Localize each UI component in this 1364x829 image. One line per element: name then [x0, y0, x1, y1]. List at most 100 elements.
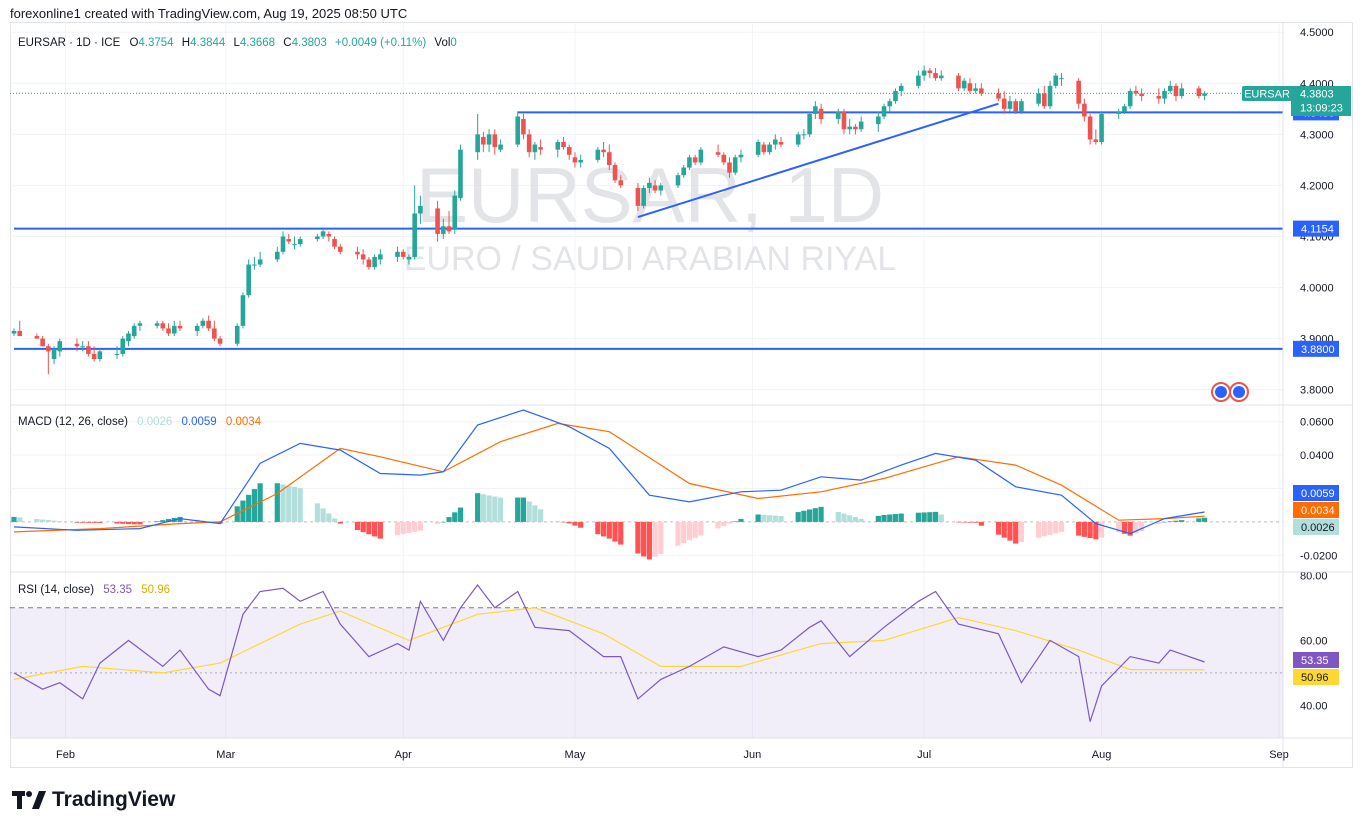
candle-body[interactable]: [246, 264, 251, 296]
candle-body[interactable]: [538, 147, 543, 150]
candle-body[interactable]: [755, 142, 761, 155]
macd-signal-line[interactable]: [13, 422, 1205, 533]
candle-body[interactable]: [481, 136, 486, 145]
candle-body[interactable]: [916, 75, 921, 86]
candle-body[interactable]: [1036, 93, 1041, 104]
candle-body[interactable]: [1047, 85, 1053, 107]
rsi-line[interactable]: [13, 584, 1205, 722]
candle-body[interactable]: [154, 323, 160, 326]
candle-body[interactable]: [1196, 88, 1202, 97]
candle-body[interactable]: [1053, 75, 1059, 86]
candle-body[interactable]: [34, 336, 40, 339]
candle-body[interactable]: [1116, 111, 1122, 114]
candle-body[interactable]: [275, 251, 280, 260]
candle-body[interactable]: [315, 236, 320, 240]
candle-body[interactable]: [778, 142, 784, 145]
event-icons[interactable]: [1211, 382, 1249, 402]
candle-body[interactable]: [1202, 93, 1207, 96]
candle-body[interactable]: [120, 338, 126, 354]
candle-body[interactable]: [234, 325, 240, 344]
candle-body[interactable]: [938, 75, 944, 79]
candle-body[interactable]: [240, 295, 246, 326]
candle-body[interactable]: [332, 239, 337, 247]
candle-body[interactable]: [612, 164, 618, 181]
candle-body[interactable]: [675, 175, 681, 186]
candle-body[interactable]: [57, 341, 63, 352]
candle-body[interactable]: [97, 351, 103, 360]
candle-body[interactable]: [126, 333, 131, 342]
tradingview-logo[interactable]: TradingView: [12, 788, 175, 812]
candle-body[interactable]: [1127, 90, 1133, 107]
candle-body[interactable]: [194, 325, 200, 331]
candle-body[interactable]: [400, 251, 406, 257]
candle-body[interactable]: [979, 88, 984, 94]
candle-body[interactable]: [458, 149, 463, 199]
candle-body[interactable]: [1093, 139, 1099, 143]
candle-body[interactable]: [658, 185, 664, 191]
candle-body[interactable]: [933, 73, 938, 79]
candle-body[interactable]: [515, 116, 521, 145]
candle-body[interactable]: [601, 149, 606, 153]
candle-body[interactable]: [91, 353, 97, 360]
candle-body[interactable]: [572, 157, 578, 163]
candle-body[interactable]: [286, 239, 292, 242]
candle-body[interactable]: [692, 157, 698, 163]
candle-body[interactable]: [813, 106, 818, 114]
candle-body[interactable]: [355, 251, 360, 255]
candle-body[interactable]: [475, 134, 480, 153]
macd-line[interactable]: [13, 409, 1205, 535]
candle-body[interactable]: [818, 108, 824, 120]
candle-body[interactable]: [893, 90, 898, 102]
candle-body[interactable]: [51, 348, 57, 360]
candle-body[interactable]: [160, 323, 166, 329]
candle-body[interactable]: [967, 83, 973, 91]
candle-body[interactable]: [898, 85, 904, 91]
candle-body[interactable]: [492, 134, 498, 148]
candle-body[interactable]: [166, 328, 171, 334]
candle-body[interactable]: [681, 167, 687, 176]
candle-body[interactable]: [1179, 88, 1184, 97]
candle-body[interactable]: [727, 162, 732, 173]
candle-body[interactable]: [927, 70, 933, 74]
candle-body[interactable]: [858, 121, 864, 130]
candle-body[interactable]: [1042, 93, 1047, 107]
candle-body[interactable]: [973, 88, 978, 91]
candle-body[interactable]: [841, 111, 847, 130]
candle-body[interactable]: [1019, 101, 1024, 112]
candle-body[interactable]: [1139, 93, 1144, 97]
candle-body[interactable]: [326, 233, 332, 237]
candle-body[interactable]: [80, 346, 85, 348]
candle-body[interactable]: [498, 144, 503, 150]
candle-body[interactable]: [881, 106, 887, 117]
rsi-ma-line[interactable]: [13, 607, 1205, 680]
candle-body[interactable]: [595, 149, 601, 160]
candle-body[interactable]: [212, 328, 217, 339]
candle-body[interactable]: [206, 320, 211, 329]
candle-body[interactable]: [578, 159, 583, 163]
candle-body[interactable]: [406, 256, 412, 260]
candle-body[interactable]: [521, 119, 526, 135]
candle-body[interactable]: [360, 254, 366, 260]
candle-body[interactable]: [11, 330, 17, 334]
rsi-legend[interactable]: RSI (14, close) 53.35 50.96: [18, 584, 170, 596]
candle-body[interactable]: [687, 157, 692, 168]
candle-body[interactable]: [1162, 90, 1167, 99]
candle-body[interactable]: [606, 152, 612, 165]
candle-body[interactable]: [297, 239, 303, 245]
candle-body[interactable]: [446, 226, 452, 232]
candle-body[interactable]: [732, 157, 738, 173]
candle-body[interactable]: [1156, 96, 1162, 99]
candle-body[interactable]: [171, 325, 177, 334]
candle-body[interactable]: [1133, 90, 1139, 94]
candle-body[interactable]: [395, 251, 400, 257]
candle-body[interactable]: [412, 213, 417, 257]
candle-body[interactable]: [1167, 85, 1173, 91]
candle-body[interactable]: [961, 80, 967, 89]
candle-body[interactable]: [435, 208, 440, 234]
candle-body[interactable]: [956, 75, 961, 89]
candle-body[interactable]: [131, 325, 137, 337]
candle-body[interactable]: [876, 116, 881, 125]
candle-body[interactable]: [1013, 101, 1018, 112]
trendline-segment[interactable]: [637, 102, 999, 219]
